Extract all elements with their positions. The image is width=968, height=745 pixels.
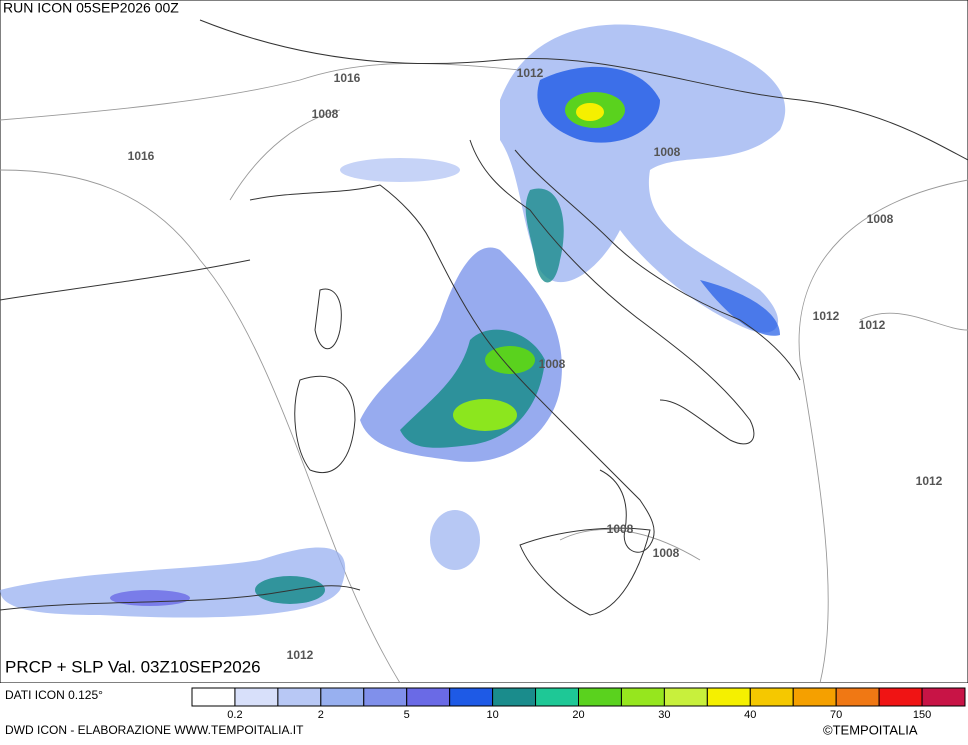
data-source: DATI ICON 0.125° bbox=[5, 688, 103, 702]
isobar-label: 1012 bbox=[859, 318, 886, 332]
map-title: RUN ICON 05SEP2026 00Z bbox=[3, 0, 179, 16]
legend-swatch bbox=[620, 687, 665, 707]
legend-label: 20 bbox=[572, 709, 584, 721]
legend-swatch bbox=[492, 687, 537, 707]
precipitation bbox=[0, 24, 786, 618]
legend-swatch bbox=[578, 687, 622, 707]
isobar-label: 1008 bbox=[654, 145, 681, 159]
legend-label: 2 bbox=[318, 709, 324, 721]
legend-label: 40 bbox=[744, 709, 756, 721]
legend-swatch bbox=[277, 687, 322, 707]
isobar-label: 1016 bbox=[128, 149, 155, 163]
isobar-label: 1008 bbox=[539, 357, 566, 371]
legend-swatch bbox=[535, 687, 579, 707]
legend-swatch bbox=[663, 687, 708, 707]
legend-swatch bbox=[878, 687, 923, 707]
coastlines bbox=[0, 19, 968, 616]
legend-swatch bbox=[449, 687, 494, 707]
legend-swatch bbox=[406, 687, 451, 707]
legend-swatch bbox=[921, 687, 966, 707]
isobar-label: 1008 bbox=[607, 522, 634, 536]
copyright: ©TEMPOITALIA bbox=[823, 722, 918, 737]
product-label: PRCP + SLP Val. 03Z10SEP2026 bbox=[5, 657, 261, 676]
isobar-label: 1008 bbox=[653, 546, 680, 560]
legend-swatch bbox=[792, 687, 837, 707]
legend-swatch bbox=[749, 687, 794, 707]
isobar-label: 1012 bbox=[517, 66, 544, 80]
legend-swatch bbox=[363, 687, 408, 707]
isobar-label: 1012 bbox=[287, 648, 314, 662]
legend-label: 70 bbox=[830, 709, 842, 721]
isobar-label: 1012 bbox=[813, 309, 840, 323]
isobar-label: 1016 bbox=[334, 71, 361, 85]
credits: DWD ICON - ELABORAZIONE WWW.TEMPOITALIA.… bbox=[5, 723, 304, 737]
legend-label: 150 bbox=[913, 709, 931, 721]
legend-label: 5 bbox=[404, 709, 410, 721]
isobar-label: 1008 bbox=[867, 212, 894, 226]
legend-swatch bbox=[191, 687, 236, 707]
legend-label: 0.2 bbox=[227, 709, 242, 721]
legend-label: 10 bbox=[486, 709, 498, 721]
isobar-label: 1008 bbox=[312, 107, 339, 121]
isobar-label: 1012 bbox=[916, 474, 943, 488]
legend-swatch bbox=[234, 687, 279, 707]
legend-swatch bbox=[835, 687, 880, 707]
legend-swatch bbox=[706, 687, 751, 707]
legend-label: 30 bbox=[658, 709, 670, 721]
legend-swatch bbox=[320, 687, 365, 707]
